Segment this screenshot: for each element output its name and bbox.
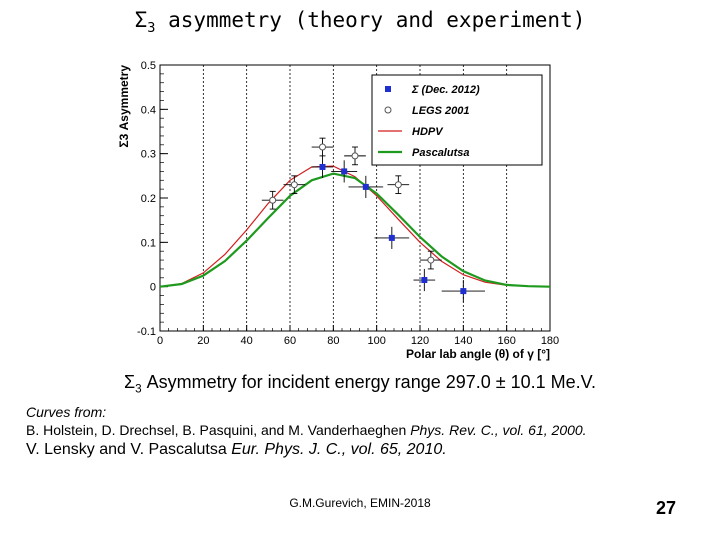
legend-label-3: Pascalutsa <box>412 147 469 159</box>
x-tick-label-160: 160 <box>497 335 515 347</box>
y-axis-label: Σ3 Asymmetry <box>117 65 131 148</box>
legs-2001-point-3 <box>351 152 359 160</box>
x-tick-label-140: 140 <box>454 335 472 347</box>
legs-2001-point-5 <box>427 256 435 264</box>
ref1-journal: Phys. Rev. C., vol. 61, 2000. <box>410 422 587 438</box>
y-tick-label-6: 0.5 <box>141 60 156 72</box>
dec-2012-point-4 <box>421 277 428 284</box>
x-tick-label-180: 180 <box>541 335 559 347</box>
dec-2012-point-0 <box>319 163 326 170</box>
legend-label-2: HDPV <box>412 126 444 138</box>
dec-2012-point-1 <box>341 168 348 175</box>
legend-marker-0 <box>385 86 391 92</box>
legs-2001-point-1 <box>290 181 298 189</box>
slide-title: Σ3 asymmetry (theory and experiment) <box>0 8 720 36</box>
ref2-authors: V. Lensky and V. Pascalutsa <box>26 441 232 458</box>
ref1-authors: B. Holstein, D. Drechsel, B. Pasquini, a… <box>26 422 411 438</box>
y-tick-label-2: 0.1 <box>141 237 156 249</box>
dec-2012-point-2 <box>362 183 369 190</box>
title-symbol: Σ <box>134 8 148 32</box>
x-tick-label-40: 40 <box>241 335 253 347</box>
x-tick-label-20: 20 <box>197 335 209 347</box>
legs-2001-point-4 <box>394 181 402 189</box>
x-tick-label-0: 0 <box>157 335 163 347</box>
legs-2001-point-0 <box>269 196 277 204</box>
reference-lensky: V. Lensky and V. Pascalutsa Eur. Phys. J… <box>26 441 447 459</box>
asymmetry-chart: 0 20 40 60 80 100 120 140 160 180-0.100.10.20.30.… <box>117 60 559 361</box>
legend-label-1: LEGS 2001 <box>412 105 469 117</box>
curve-hdpv <box>159 165 551 288</box>
reference-holstein: B. Holstein, D. Drechsel, B. Pasquini, a… <box>26 422 587 438</box>
y-tick-label-0: -0.1 <box>137 326 156 338</box>
y-tick-label-4: 0.3 <box>141 149 156 161</box>
legs-2001-point-2 <box>319 143 326 151</box>
legend-label-0: Σ (Dec. 2012) <box>411 84 480 96</box>
chart-caption: Σ3 Asymmetry for incident energy range 2… <box>0 372 720 396</box>
x-tick-label-60: 60 <box>284 335 296 347</box>
caption-symbol: Σ <box>123 372 136 392</box>
curve-pascalutsa <box>159 172 551 288</box>
y-tick-label-3: 0.2 <box>141 193 156 205</box>
x-tick-label-120: 120 <box>411 335 429 347</box>
legend-marker-1 <box>384 106 392 114</box>
y-tick-label-5: 0.4 <box>141 104 156 116</box>
x-tick-label-100: 100 <box>367 335 385 347</box>
ref2-journal: Eur. Phys. J. C., vol. 65, 2010. <box>231 441 447 458</box>
legend-box <box>371 74 543 166</box>
title-subscript: 3 <box>147 20 156 37</box>
page-number: 27 <box>656 498 677 518</box>
x-tick-label-80: 80 <box>327 335 339 347</box>
footer-author: G.M.Gurevich, EMIN-2018 <box>289 496 431 510</box>
curves-from-label: Curves from: <box>26 404 107 420</box>
caption-subscript: 3 <box>135 382 142 396</box>
dec-2012-point-5 <box>460 288 467 295</box>
x-axis-label: Polar lab angle (θ) of γ [°] <box>406 347 550 361</box>
y-tick-label-1: 0 <box>150 282 156 294</box>
dec-2012-point-3 <box>388 234 395 241</box>
caption-text: Asymmetry for incident energy range 297.… <box>141 372 597 392</box>
title-text: asymmetry (theory and experiment) <box>155 8 586 32</box>
